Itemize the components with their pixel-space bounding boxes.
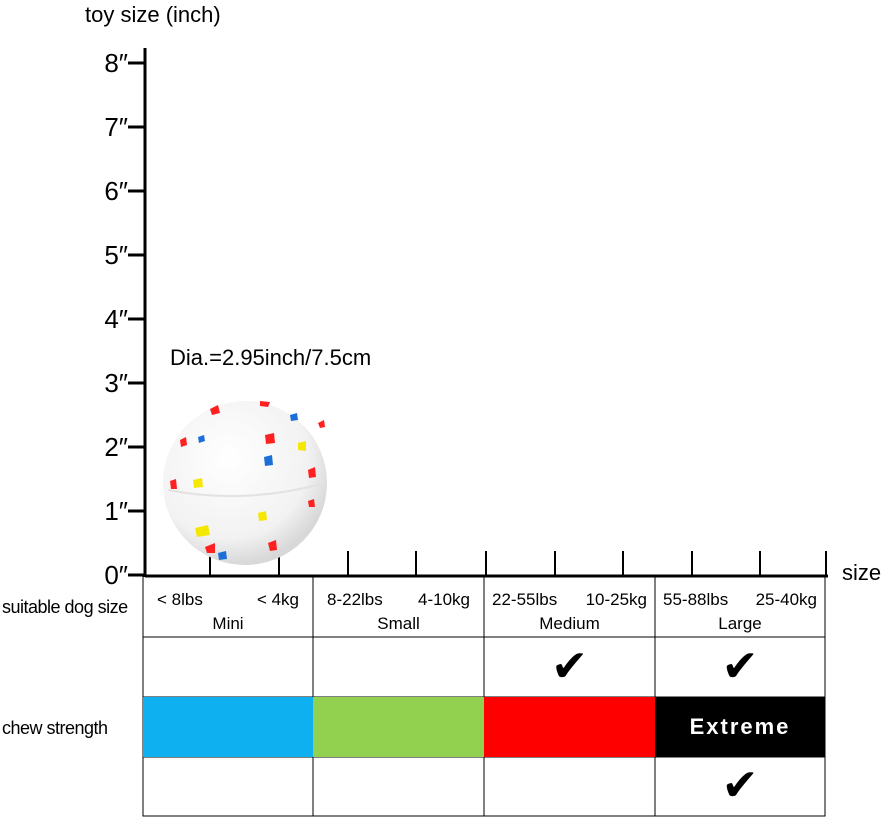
x-axis-title: size bbox=[842, 560, 882, 585]
size-cell-small: 8-22lbs 4-10kg Small bbox=[313, 576, 484, 637]
size-lbs: < 8lbs bbox=[157, 590, 203, 609]
y-tick-label: 7″ bbox=[104, 112, 128, 142]
chew-bar-strong bbox=[484, 697, 655, 757]
chew-bar-soft bbox=[143, 697, 313, 757]
y-axis-title: toy size (inch) bbox=[85, 2, 221, 27]
y-tick-label: 6″ bbox=[104, 176, 128, 206]
size-kg: 10-25kg bbox=[585, 590, 647, 609]
chew-check-extreme: ✔ bbox=[655, 764, 825, 814]
ball-spots bbox=[170, 401, 325, 560]
size-name: Medium bbox=[539, 614, 600, 633]
size-lbs: 55-88lbs bbox=[663, 590, 729, 609]
chew-label-extreme: Extreme bbox=[689, 714, 791, 739]
y-tick-label: 1″ bbox=[104, 496, 128, 526]
checkmark-icon: ✔ bbox=[551, 641, 588, 692]
checkmark-icon: ✔ bbox=[721, 641, 759, 692]
chew-strength-label: chew strength bbox=[2, 718, 108, 738]
size-lbs: 22-55lbs bbox=[492, 590, 558, 609]
chew-bar-extreme: Extreme bbox=[655, 697, 825, 757]
checkmark-icon: ✔ bbox=[721, 760, 759, 811]
size-kg: 4-10kg bbox=[418, 590, 470, 609]
diameter-label: Dia.=2.95inch/7.5cm bbox=[170, 345, 372, 370]
size-check-medium: ✔ bbox=[484, 645, 655, 695]
size-name: Small bbox=[377, 614, 420, 633]
size-kg: 25-40kg bbox=[755, 590, 817, 609]
size-check-large: ✔ bbox=[655, 645, 825, 695]
size-name: Large bbox=[718, 614, 762, 633]
ball-image bbox=[163, 401, 327, 565]
suitable-dog-size-label: suitable dog size bbox=[2, 597, 128, 617]
size-cell-mini: < 8lbs < 4kg Mini bbox=[143, 576, 313, 637]
y-tick-label: 0″ bbox=[104, 560, 128, 590]
size-cell-large: 55-88lbs 25-40kg Large bbox=[655, 576, 825, 637]
y-tick-label: 5″ bbox=[104, 240, 128, 270]
size-kg: < 4kg bbox=[256, 590, 299, 609]
y-tick-label: 4″ bbox=[104, 304, 128, 334]
y-tick-label: 3″ bbox=[104, 368, 128, 398]
chew-bar-moderate bbox=[313, 697, 484, 757]
size-cell-medium: 22-55lbs 10-25kg Medium bbox=[484, 576, 655, 637]
y-tick-label: 2″ bbox=[104, 432, 128, 462]
size-lbs: 8-22lbs bbox=[327, 590, 383, 609]
size-name: Mini bbox=[212, 614, 244, 633]
y-tick-label: 8″ bbox=[104, 48, 128, 78]
